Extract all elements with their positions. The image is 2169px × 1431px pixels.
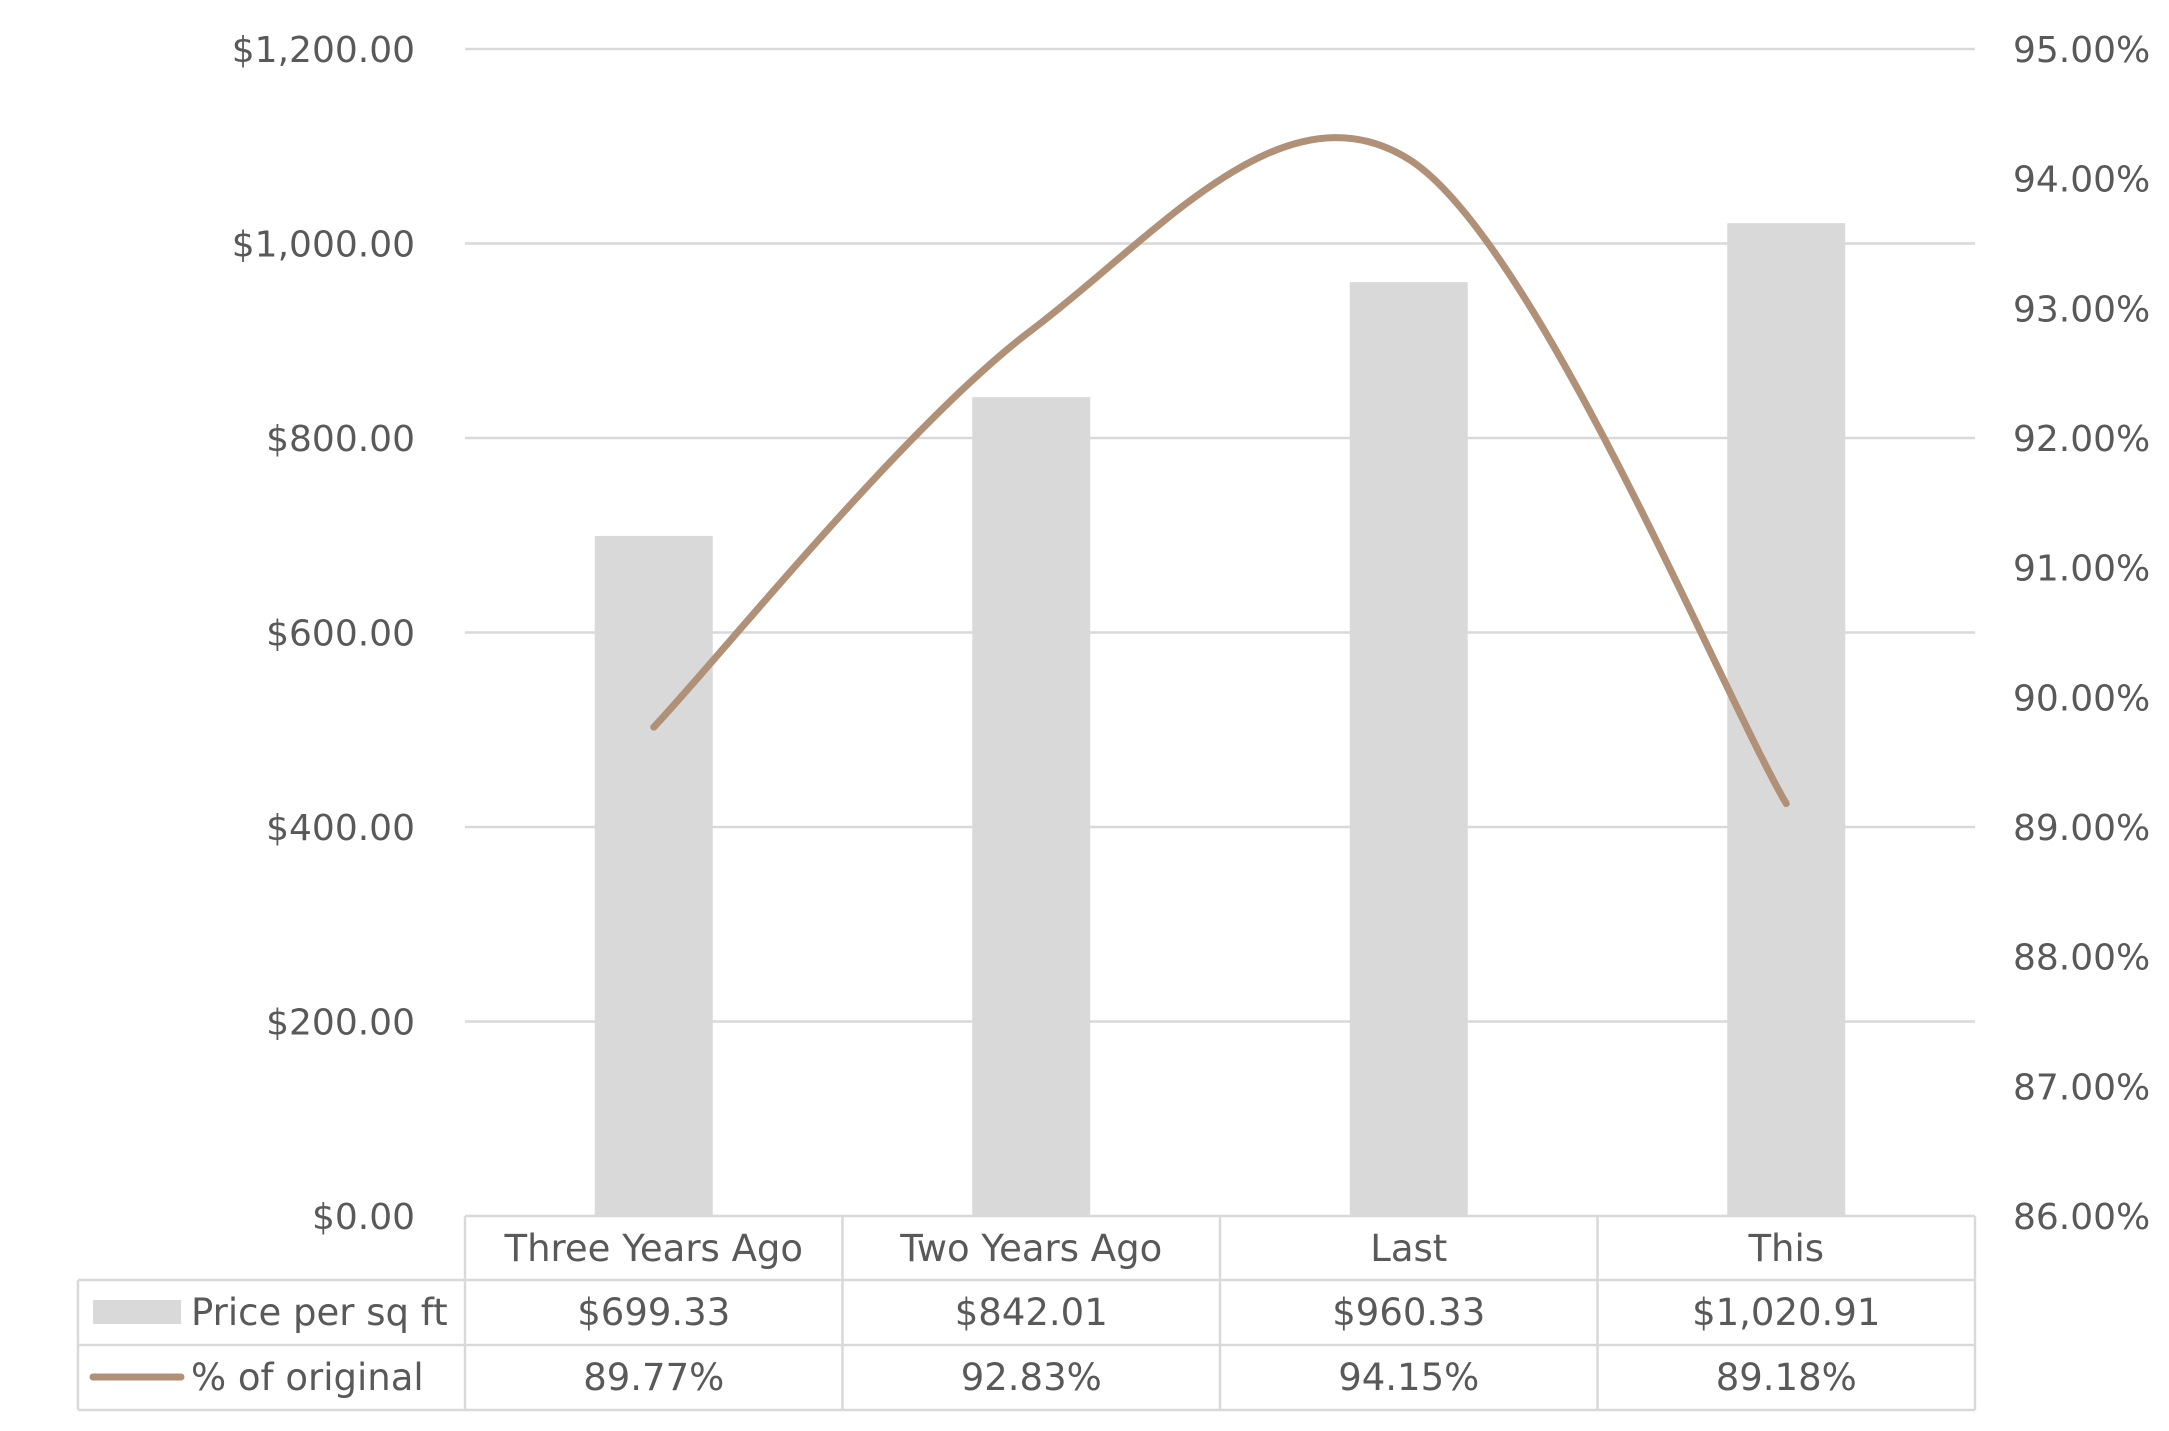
right-tick-label: 89.00% <box>2013 808 2150 849</box>
category-label: Last <box>1370 1227 1447 1270</box>
line-series-path <box>654 138 1787 804</box>
left-tick-label: $600.00 <box>266 614 415 655</box>
right-tick-label: 90.00% <box>2013 678 2150 719</box>
line-series <box>654 138 1787 804</box>
right-tick-label: 92.00% <box>2013 419 2150 460</box>
left-tick-label: $1,200.00 <box>232 30 415 71</box>
data-label-percent: 89.18% <box>1716 1356 1857 1399</box>
data-label-percent: 94.15% <box>1338 1356 1479 1399</box>
category-label: Two Years Ago <box>899 1227 1162 1270</box>
right-tick-label: 91.00% <box>2013 549 2150 590</box>
bar-series <box>595 223 1846 1216</box>
right-tick-label: 88.00% <box>2013 938 2150 979</box>
category-label: Three Years Ago <box>503 1227 803 1270</box>
series-name-price: Price per sq ft <box>191 1291 448 1334</box>
right-tick-label: 93.00% <box>2013 289 2150 330</box>
bar-1 <box>595 536 713 1216</box>
right-tick-label: 87.00% <box>2013 1067 2150 1108</box>
data-table: Three Years Ago Two Years Ago Last This Pric… <box>78 1216 1975 1410</box>
left-tick-label: $800.00 <box>266 419 415 460</box>
data-label-price: $1,020.91 <box>1692 1291 1880 1334</box>
right-tick-label: 95.00% <box>2013 30 2150 71</box>
left-tick-label: $400.00 <box>266 808 415 849</box>
legend-key-price <box>93 1300 181 1324</box>
right-axis: 86.00% 87.00% 88.00% 89.00% 90.00% 91.00% 92.0… <box>2013 30 2150 1238</box>
left-tick-label: $200.00 <box>266 1003 415 1044</box>
left-axis: $0.00 $200.00 $400.00 $600.00 $800.00 $1,000.… <box>232 30 415 1238</box>
data-label-price: $842.01 <box>955 1291 1108 1334</box>
data-label-percent: 92.83% <box>961 1356 1102 1399</box>
left-tick-label: $0.00 <box>312 1197 415 1238</box>
right-tick-label: 86.00% <box>2013 1197 2150 1238</box>
bar-3 <box>1350 282 1468 1216</box>
data-label-price: $699.33 <box>577 1291 730 1334</box>
series-name-percent: % of original <box>191 1356 424 1399</box>
bar-2 <box>972 397 1090 1216</box>
category-label: This <box>1747 1227 1824 1270</box>
right-tick-label: 94.00% <box>2013 160 2150 201</box>
left-tick-label: $1,000.00 <box>232 225 415 266</box>
data-label-percent: 89.77% <box>583 1356 724 1399</box>
data-label-price: $960.33 <box>1332 1291 1485 1334</box>
